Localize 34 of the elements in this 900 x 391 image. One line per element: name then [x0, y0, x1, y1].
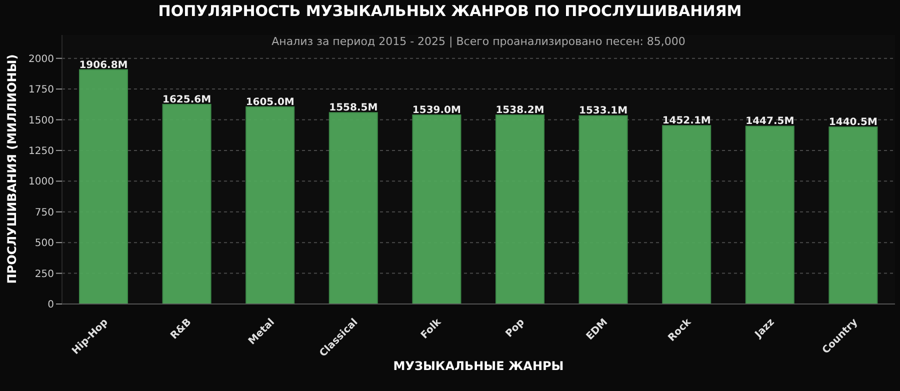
bar — [745, 126, 794, 304]
y-tick-label: 1500 — [28, 115, 54, 126]
chart-title: ПОПУЛЯРНОСТЬ МУЗЫКАЛЬНЫХ ЖАНРОВ ПО ПРОСЛУШИВАНИЯМ — [157, 2, 743, 20]
data-label: 1539.0M — [412, 104, 462, 116]
chart-subtitle: Анализ за период 2015 - 2025 | Всего проанализировано песен: 85,000 — [270, 35, 686, 48]
bar — [495, 114, 544, 304]
y-tick-label: 1750 — [28, 84, 54, 96]
y-axis-title: ПРОСЛУШИВАНИЯ (МИЛЛИОНЫ) — [5, 53, 19, 286]
bar — [246, 106, 295, 304]
y-tick-label: 1000 — [28, 176, 54, 188]
bar — [828, 126, 878, 304]
data-label: 1906.8M — [79, 60, 128, 71]
y-tick-label: 750 — [34, 207, 54, 218]
bar — [78, 69, 128, 304]
data-label: 1440.5M — [828, 117, 878, 128]
y-tick-label: 500 — [34, 238, 54, 250]
bar — [328, 112, 378, 304]
bar — [578, 115, 628, 304]
data-label: 1605.0M — [246, 96, 294, 108]
bar — [162, 104, 212, 304]
data-label: 1452.1M — [662, 116, 711, 127]
x-tick-label: Pop — [504, 316, 527, 340]
data-label: 1533.1M — [579, 106, 628, 117]
bar — [662, 125, 712, 304]
data-label: 1447.5M — [746, 116, 794, 128]
y-tick-label: 1250 — [28, 146, 54, 158]
y-tick-label: 2000 — [28, 54, 54, 65]
data-label: 1558.5M — [329, 102, 378, 114]
y-tick-label: 0 — [48, 300, 54, 311]
bar — [412, 114, 462, 304]
data-label: 1538.2M — [496, 105, 544, 116]
x-axis-title: МУЗЫКАЛЬНЫЕ ЖАНРЫ — [392, 359, 565, 373]
y-tick-label: 250 — [34, 268, 54, 280]
data-label: 1625.6M — [162, 94, 212, 106]
